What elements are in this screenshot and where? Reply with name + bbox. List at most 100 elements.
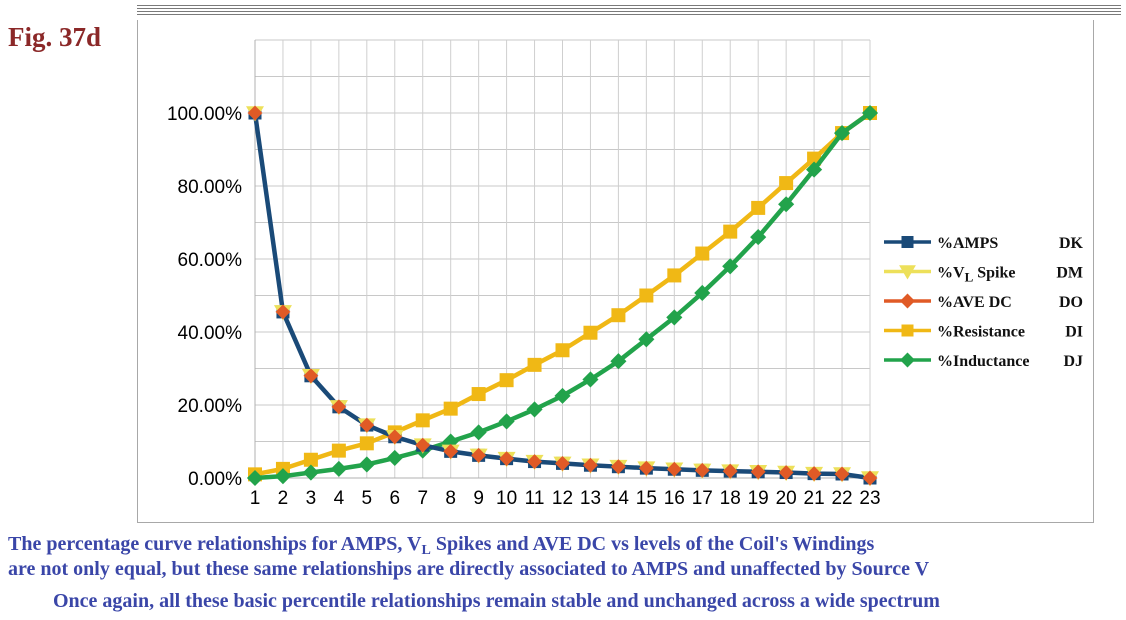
legend-marker [900, 293, 915, 309]
legend-code: DM [1056, 265, 1083, 282]
chart-frame [137, 20, 1094, 523]
data-point [610, 459, 626, 475]
caption-line-2: are not only equal, but these same relat… [8, 558, 930, 580]
y-tick-label: 20.00% [178, 396, 243, 417]
figure-label: Fig. 37d [8, 22, 102, 52]
legend-marker [901, 236, 914, 248]
data-point [723, 224, 738, 239]
caption-line-1-subscript: L [421, 543, 431, 558]
x-tick-label: 15 [636, 488, 657, 509]
x-tick-label: 11 [525, 488, 545, 509]
data-point [303, 368, 319, 384]
data-point [806, 161, 823, 178]
legend-label: %AVE DC [937, 294, 1012, 311]
data-point [274, 468, 292, 485]
legend-entry-di: %Resistance DI [884, 324, 1083, 341]
data-point [779, 176, 794, 191]
data-point [834, 466, 850, 482]
data-point [443, 401, 458, 416]
data-point [555, 455, 570, 471]
x-tick-label: 6 [389, 488, 400, 509]
x-tick-label: 22 [831, 488, 852, 509]
x-tick-label: 13 [580, 488, 601, 509]
data-point [499, 373, 514, 388]
x-tick-label: 9 [473, 488, 484, 509]
data-point [359, 436, 374, 451]
top-rule [137, 8, 1121, 9]
x-tick-label: 21 [804, 488, 825, 509]
x-tick-label: 12 [552, 488, 573, 509]
data-point [527, 357, 542, 372]
data-point [583, 457, 598, 473]
data-point [331, 399, 347, 415]
legend-entry-dm: %VL Spike DM [884, 265, 1083, 285]
x-tick-label: 16 [664, 488, 685, 509]
y-tick-label: 80.00% [178, 177, 243, 198]
data-point [639, 288, 654, 303]
legend-entry-do: %AVE DC DO [884, 293, 1083, 311]
series-di [248, 106, 877, 482]
data-point [302, 464, 319, 481]
x-tick-label: 8 [445, 488, 456, 509]
legend-code: DJ [1063, 353, 1083, 370]
x-tick-label: 10 [496, 488, 517, 509]
x-tick-label: 7 [417, 488, 428, 509]
x-tick-label: 1 [250, 488, 261, 509]
line-chart: 0.00%20.00%40.00%60.00%80.00%100.00%1 2 3 4… [167, 39, 1084, 509]
data-point [611, 308, 626, 323]
data-point [387, 429, 403, 445]
legend-code: DO [1059, 294, 1083, 311]
legend-code: DI [1065, 324, 1083, 341]
data-point [415, 437, 431, 453]
data-point [386, 449, 403, 466]
data-point [694, 284, 711, 302]
data-point [778, 465, 794, 480]
x-tick-label: 4 [334, 488, 345, 509]
data-point [666, 309, 683, 326]
data-point [583, 325, 598, 340]
data-point [498, 413, 515, 430]
y-tick-label: 40.00% [178, 323, 243, 344]
data-point [695, 246, 710, 261]
caption-line-1-b: Spikes and AVE DC vs levels of the Coil'… [430, 533, 875, 555]
data-point [778, 196, 795, 213]
data-point [722, 463, 738, 479]
data-point [638, 460, 654, 476]
caption-line-1-a: The percentage curve relationships for A… [8, 533, 422, 555]
data-point [275, 304, 291, 320]
data-point [861, 104, 879, 122]
data-point [666, 461, 682, 477]
x-tick-label: 14 [608, 488, 630, 509]
data-point [415, 413, 430, 428]
data-point [303, 452, 318, 467]
data-point [806, 466, 822, 482]
legend-marker [901, 324, 914, 337]
data-point [750, 464, 766, 480]
top-rule [137, 14, 1121, 15]
y-tick-label: 0.00% [188, 469, 242, 490]
data-point [331, 443, 346, 458]
x-tick-label: 20 [776, 488, 797, 509]
legend-label: %VL Spike [937, 265, 1015, 285]
data-point [499, 451, 515, 467]
data-point [470, 424, 487, 441]
legend-entry-dk: %AMPS DK [884, 235, 1084, 252]
data-point [247, 105, 263, 121]
series-do [247, 105, 878, 486]
legend-code: DK [1059, 235, 1084, 252]
data-point [554, 387, 571, 404]
data-point [526, 401, 543, 418]
legend-entry-dj: %Inductance DJ [884, 352, 1083, 370]
data-point [471, 387, 486, 402]
legend-marker [900, 352, 915, 368]
caption-line-1: The percentage curve relationships for A… [8, 533, 875, 558]
data-point [667, 268, 682, 283]
legend-label: %Inductance [937, 353, 1029, 370]
data-point [358, 456, 375, 473]
top-rule [137, 11, 1121, 12]
y-tick-label: 100.00% [167, 104, 242, 125]
data-point [582, 371, 599, 388]
data-point [443, 443, 459, 459]
top-rule [137, 5, 1121, 6]
data-point [833, 125, 851, 142]
